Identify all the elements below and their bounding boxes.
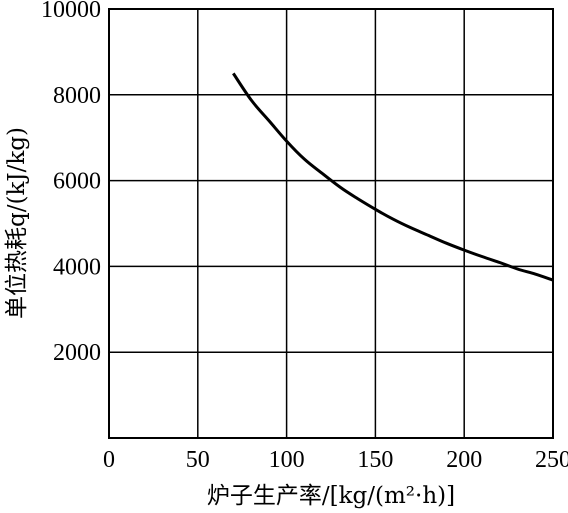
plot-frame <box>108 8 554 439</box>
y-tick-label: 2000 <box>53 340 101 366</box>
x-tick-label: 50 <box>186 447 210 473</box>
x-axis-label: 炉子生产率/[kg/(m²·h)] <box>207 483 455 509</box>
y-tick-label: 10000 <box>41 0 101 23</box>
y-tick-label: 6000 <box>53 169 101 195</box>
y-tick-label: 4000 <box>53 254 101 280</box>
x-tick-label: 200 <box>446 447 482 473</box>
series-line <box>232 72 554 282</box>
y-tick-label: 8000 <box>53 83 101 109</box>
grid <box>109 9 553 438</box>
x-tick-label: 0 <box>103 447 115 473</box>
x-tick-label: 150 <box>357 447 393 473</box>
x-tick-label: 250 <box>535 447 568 473</box>
x-tick-label: 100 <box>269 447 305 473</box>
y-tick-labels: 2000 4000 6000 8000 10000 <box>41 0 101 366</box>
y-axis-label: 单位热耗q/(kJ/kg) <box>4 127 30 319</box>
x-tick-labels: 0 50 100 150 200 250 <box>103 447 568 473</box>
